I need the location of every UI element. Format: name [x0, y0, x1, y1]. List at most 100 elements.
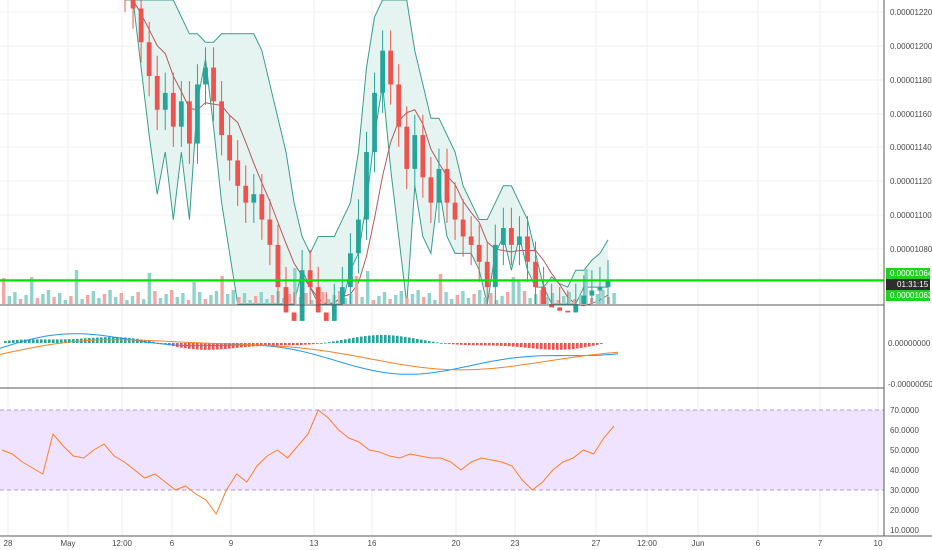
macd-histogram-bar: [348, 338, 351, 343]
price-tick-label: 0.00001080: [890, 245, 932, 254]
volume-bar: [231, 290, 235, 304]
time-tick-label: 12:00: [637, 539, 658, 548]
candle-body: [484, 261, 490, 288]
volume-bar: [567, 292, 571, 304]
volume-bar: [175, 297, 179, 304]
candle-body: [420, 135, 426, 178]
candle-body: [138, 8, 144, 43]
macd-histogram-bar: [592, 343, 595, 346]
macd-histogram-bar: [336, 340, 339, 343]
macd-histogram-bar: [16, 339, 19, 343]
volume-bar: [186, 300, 191, 304]
last-price-tag-label: 0.00001064: [890, 269, 932, 278]
time-tick-label: 13: [310, 539, 319, 548]
volume-bar: [293, 268, 297, 304]
candle-body: [203, 67, 208, 85]
macd-histogram-bar: [416, 338, 419, 343]
candle-body: [525, 236, 530, 262]
macd-histogram-bar: [360, 336, 363, 343]
volume-bar: [405, 298, 409, 304]
volume-bar: [450, 299, 454, 304]
macd-histogram-bar: [304, 343, 307, 345]
volume-bar: [80, 299, 84, 304]
volume-bar: [562, 296, 566, 304]
macd-histogram-bar: [396, 335, 399, 343]
time-tick-label: Jun: [692, 539, 705, 548]
macd-histogram-bar: [400, 336, 403, 343]
volume-bar: [203, 299, 207, 304]
volume-bar: [130, 296, 135, 304]
rsi-tick-label: 50.0000: [890, 446, 919, 455]
volume-bar: [52, 297, 56, 304]
candle-body: [428, 177, 434, 203]
volume-bar: [584, 269, 588, 304]
macd-histogram-bar: [204, 343, 207, 350]
macd-histogram-bar: [496, 343, 499, 346]
macd-histogram-bar: [436, 342, 439, 344]
price-line-tag: [886, 290, 930, 301]
volume-bar: [349, 294, 353, 304]
volume-bar: [209, 295, 213, 304]
volume-bar: [18, 299, 23, 304]
macd-histogram-bar: [572, 343, 575, 349]
volume-bar: [198, 292, 202, 304]
macd-histogram-bar: [500, 343, 503, 346]
last-price-tag: [886, 268, 930, 279]
rsi-tick-label: 20.0000: [890, 506, 919, 515]
price-tick-label: 0.00001160: [890, 110, 932, 119]
volume-bar: [433, 300, 437, 304]
candle-body: [187, 101, 192, 144]
volume-bar: [360, 297, 364, 304]
macd-histogram-bar: [36, 339, 39, 343]
volume-bar: [506, 292, 510, 304]
time-tick-label: 6: [756, 539, 761, 548]
candle-body: [444, 168, 450, 203]
macd-histogram-bar: [516, 343, 519, 347]
volume-bar: [270, 295, 275, 304]
macd-histogram-bar: [208, 343, 211, 350]
candle-body: [235, 160, 241, 186]
macd-histogram-bar: [420, 339, 423, 343]
volume-bar: [86, 295, 90, 304]
price-tick-label: 0.00001100: [890, 211, 932, 220]
rsi-tick-label: 10.0000: [890, 526, 919, 535]
macd-histogram-bar: [12, 340, 15, 343]
candle-body: [307, 270, 313, 288]
macd-histogram-bar: [28, 339, 31, 343]
macd-histogram-bar: [596, 343, 599, 345]
macd-histogram-bar: [364, 336, 367, 343]
candle-body: [412, 135, 418, 169]
volume-bar: [181, 293, 185, 304]
volume-bar: [35, 298, 39, 304]
rsi-line: [1, 409, 615, 516]
volume-bar: [2, 278, 6, 304]
countdown-tag: [886, 279, 930, 290]
volume-bar: [489, 293, 493, 304]
volume-bar: [46, 290, 51, 304]
candle-body: [154, 76, 160, 110]
volume-bar: [248, 300, 252, 304]
volume-bar: [310, 300, 314, 304]
macd-histogram-bar: [32, 339, 35, 343]
volume-bar: [511, 277, 515, 304]
candle-body: [500, 228, 506, 245]
volume-bar: [63, 300, 67, 304]
macd-histogram-bar: [452, 343, 455, 345]
time-tick-label: 7: [818, 539, 823, 548]
candle-body: [533, 261, 538, 288]
candle-body: [259, 194, 265, 220]
macd-histogram-bar: [164, 343, 167, 345]
macd-histogram-bar: [524, 343, 527, 348]
macd-tick-label: 0.00000000: [888, 339, 931, 348]
time-tick-label: 27: [592, 539, 601, 548]
volume-bar: [556, 300, 560, 304]
macd-histogram-bar: [444, 343, 447, 344]
candle-body: [162, 92, 168, 110]
macd-histogram-bar: [272, 343, 275, 346]
macd-histogram-bar: [540, 343, 543, 350]
volume-bar: [287, 294, 291, 304]
macd-histogram-bar: [468, 343, 471, 346]
macd-histogram-bar: [488, 343, 491, 346]
volume-bar: [30, 277, 34, 304]
